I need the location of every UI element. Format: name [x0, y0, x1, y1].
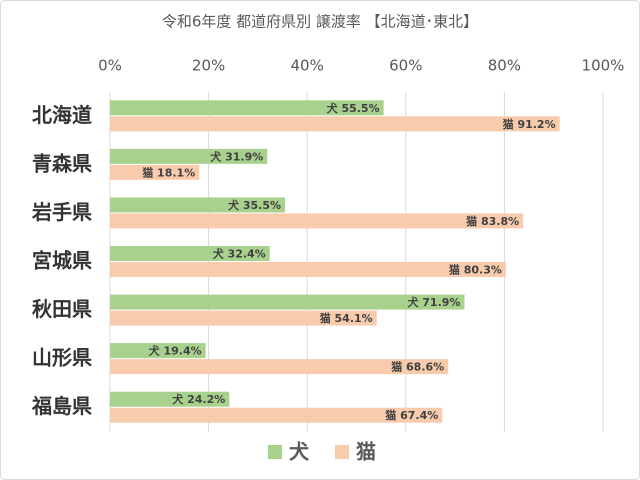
x-tick-label: 40% [291, 57, 324, 75]
value-label: 犬 31.9% [210, 149, 263, 163]
value-label: 猫 67.4% [385, 408, 438, 422]
value-label: 犬 19.4% [149, 344, 202, 358]
y-tick-label: 福島県 [31, 394, 92, 418]
bar [110, 197, 286, 213]
value-label: 犬 24.2% [172, 392, 225, 406]
bar [110, 294, 465, 310]
bar [110, 116, 560, 132]
bar [110, 262, 506, 277]
y-tick-label: 宮城県 [32, 249, 92, 273]
y-tick-label: 北海道 [32, 103, 92, 127]
value-label: 猫 80.3% [449, 263, 502, 277]
x-tick-label: 100% [582, 57, 625, 75]
legend-label: 犬 [289, 440, 310, 464]
bar [110, 391, 230, 407]
x-tick-label: 80% [488, 57, 521, 75]
value-label: 犬 35.5% [228, 198, 281, 212]
legend-swatch [268, 445, 282, 459]
bar [110, 213, 524, 229]
value-label: 犬 55.5% [327, 101, 380, 115]
x-tick-label: 20% [192, 57, 225, 75]
y-tick-label: 秋田県 [32, 297, 92, 321]
value-label: 猫 68.6% [391, 360, 444, 374]
value-label: 犬 32.4% [213, 247, 266, 261]
bar [110, 164, 200, 180]
bar [110, 246, 270, 261]
value-label: 猫 91.2% [503, 117, 556, 131]
y-tick-label: 岩手県 [31, 200, 92, 224]
y-tick-label: 山形県 [32, 346, 92, 370]
bar [110, 100, 384, 116]
bar [110, 148, 268, 164]
y-tick-label: 青森県 [32, 151, 92, 175]
value-label: 猫 54.1% [320, 311, 373, 325]
bar [110, 310, 377, 326]
value-label: 猫 83.8% [466, 214, 519, 228]
bar [110, 343, 206, 359]
legend-swatch [335, 445, 349, 459]
x-tick-label: 0% [98, 57, 122, 75]
legend-label: 猫 [356, 440, 376, 464]
value-label: 犬 71.9% [407, 295, 460, 309]
bar [110, 407, 443, 423]
bar [110, 359, 449, 375]
x-tick-label: 60% [389, 57, 422, 75]
value-label: 猫 18.1% [142, 165, 195, 179]
chart-title: 令和6年度 都道府県別 譲渡率 【北海道･東北】 [162, 13, 478, 31]
